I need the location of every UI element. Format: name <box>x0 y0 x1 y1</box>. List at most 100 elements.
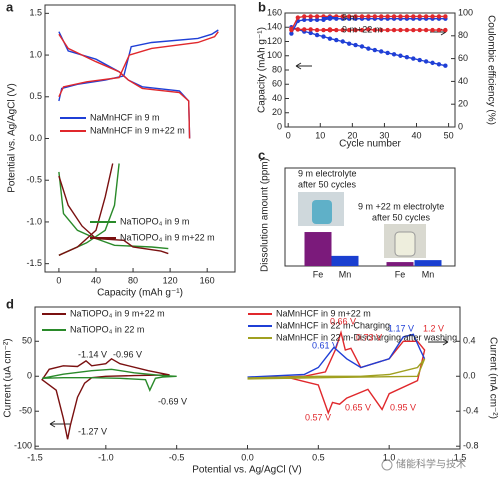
annotation: after 50 cycles <box>298 179 357 189</box>
series-line <box>247 333 426 378</box>
y-tick-label: 1.0 <box>29 49 42 59</box>
point <box>404 14 410 19</box>
y2-tick-label: 0.4 <box>463 336 476 346</box>
legend-label: NaMnHCF in 22 m-Discharging after washin… <box>276 332 457 342</box>
point <box>366 14 371 19</box>
y-tick-label: -1.5 <box>26 258 42 268</box>
annotation: after 50 cycles <box>372 212 431 222</box>
y2-tick-label: 100 <box>458 7 473 17</box>
point <box>346 27 352 33</box>
point <box>340 39 345 44</box>
x-tick-label: 0 <box>56 275 61 285</box>
y2-tick-label: 0.0 <box>463 371 476 381</box>
point <box>430 27 435 33</box>
point <box>314 14 320 19</box>
x-tick-label: 0.0 <box>241 452 254 462</box>
legend-label: NaTiOPO₄ in 9 m <box>120 216 189 226</box>
point <box>391 14 397 19</box>
annotation: 0.57 V <box>305 412 331 422</box>
y2-tick-label: -0.8 <box>463 441 479 451</box>
plot-frame <box>284 167 456 267</box>
point <box>314 17 320 23</box>
point <box>379 49 384 54</box>
y-tick-label: 160 <box>267 7 282 17</box>
legend-label: NaMnHCF in 9 m+22 m <box>90 125 185 135</box>
y-tick-label: 140 <box>267 22 282 32</box>
legend-label: NaTiOPO₄ in 9 m+22 m <box>120 232 215 242</box>
vial <box>394 231 416 257</box>
watermark-icon <box>381 459 393 471</box>
x-axis-label: Potential vs. Ag/AgCl (V) <box>192 465 302 476</box>
y-tick-label: 40 <box>272 93 282 103</box>
y2-tick-label: 60 <box>458 53 468 63</box>
point <box>423 59 429 64</box>
point <box>417 27 422 33</box>
panel-label: d <box>6 296 14 311</box>
point <box>436 27 442 33</box>
panel-label: c <box>258 147 265 162</box>
y-tick-label: 20 <box>272 107 282 117</box>
point <box>295 27 301 32</box>
legend-marker <box>327 27 333 33</box>
series-line <box>247 329 426 415</box>
bar <box>414 260 442 266</box>
y2-tick-label: 20 <box>458 99 468 109</box>
point <box>302 17 307 23</box>
annotation: 0.73 V <box>356 332 382 342</box>
annotation: 0.66 V <box>330 316 356 326</box>
point <box>398 53 403 58</box>
point <box>391 27 397 33</box>
point <box>417 57 422 63</box>
point <box>308 30 313 36</box>
annotation: -0.69 V <box>158 396 187 406</box>
y2-axis-label: Coulombic efficiency (%) <box>485 15 496 125</box>
x-tick-label: Fe <box>395 269 406 279</box>
point <box>385 27 390 33</box>
y-tick-label: -50 <box>19 406 32 416</box>
x-tick-label: 80 <box>128 275 138 285</box>
y-tick-label: 0 <box>277 121 282 131</box>
bar <box>331 255 359 266</box>
point <box>385 50 390 56</box>
point <box>340 27 345 33</box>
point <box>391 52 397 57</box>
point <box>417 14 422 19</box>
point <box>411 14 416 19</box>
x-tick-label: 160 <box>200 275 215 285</box>
point <box>436 14 442 19</box>
y2-tick-label: 40 <box>458 76 468 86</box>
legend-label: NaTiOPO₄ in 9 m+22 m <box>70 308 165 318</box>
point <box>359 44 365 49</box>
legend-label: 9 m <box>342 12 357 22</box>
point <box>443 63 448 68</box>
point <box>302 27 307 32</box>
panel-label: a <box>6 0 14 14</box>
x-tick-label: Fe <box>313 269 324 279</box>
y-tick-label: -1.0 <box>26 216 42 226</box>
x-axis-label: Cycle number <box>339 139 401 150</box>
point <box>321 34 326 39</box>
bar <box>304 232 332 266</box>
point <box>359 14 365 19</box>
x-tick-label: 0.5 <box>312 452 325 462</box>
y-axis-label: Potential vs. Ag/AgCl (V) <box>7 83 18 193</box>
annotation: 0.95 V <box>390 402 416 412</box>
point <box>423 14 429 19</box>
annotation: 9 m +22 m electrolyte <box>358 201 444 211</box>
legend-label: NaTiOPO₄ in 22 m <box>70 324 144 334</box>
point <box>411 56 416 61</box>
axis-arrow <box>428 338 449 346</box>
point <box>334 37 339 43</box>
y-tick-label: 0.0 <box>29 133 42 143</box>
point <box>436 62 442 67</box>
point <box>404 54 410 60</box>
point <box>385 14 390 19</box>
annotation: -0.96 V <box>113 349 142 359</box>
bar <box>386 262 414 266</box>
x-tick-label: 50 <box>444 130 454 140</box>
y-tick-label: 80 <box>272 64 282 74</box>
x-tick-label: 1.0 <box>383 452 396 462</box>
point <box>353 27 358 33</box>
y-tick-label: -100 <box>14 441 32 451</box>
